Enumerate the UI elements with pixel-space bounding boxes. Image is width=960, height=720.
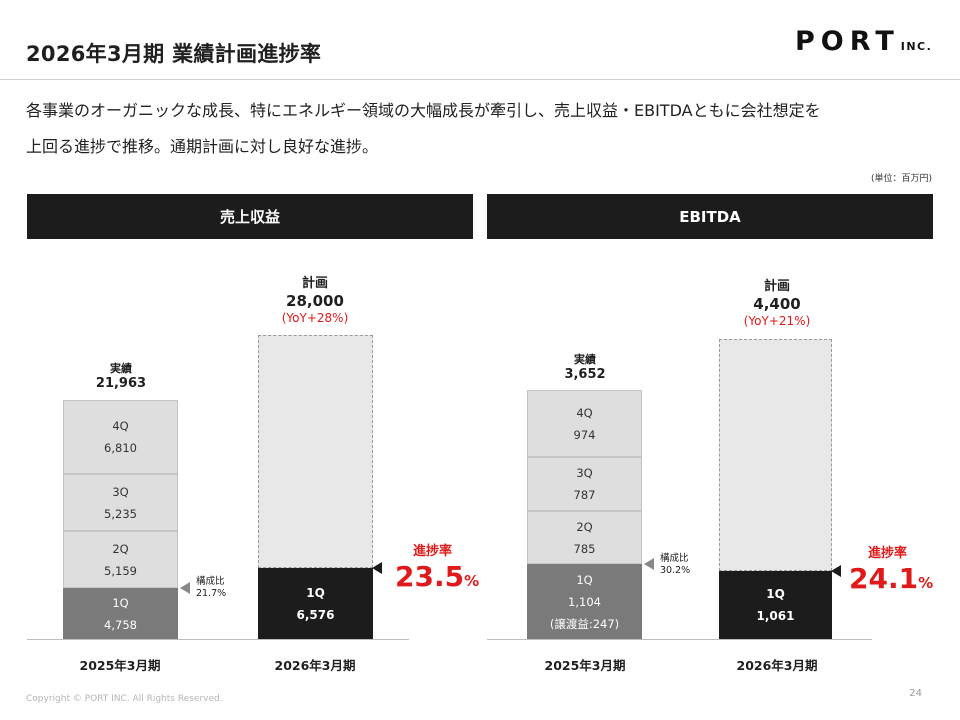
unit-note: (単位：百万円) xyxy=(870,174,932,184)
segment-value: 6,810 xyxy=(104,441,137,455)
revenue-plan-total: 28,000 xyxy=(286,292,344,310)
ratio-label: 構成比 xyxy=(196,576,225,587)
revenue-ratio: 構成比 21.7% xyxy=(196,576,226,600)
segment-note: (譲渡益:247) xyxy=(549,616,620,631)
progress-pointer-icon xyxy=(831,565,841,577)
segment-value: 785 xyxy=(573,541,596,556)
ebitda-actual-label: 実績 3,652 xyxy=(526,352,644,383)
ebitda-actual-2q-segment: 2Q 785 xyxy=(527,511,642,564)
segment-label: 1Q xyxy=(306,585,325,600)
segment-value: 5,159 xyxy=(104,563,137,578)
revenue-progress-label: 進捗率 xyxy=(413,544,453,559)
ebitda-actual-1q-segment: 1Q 1,104 (譲渡益:247) xyxy=(527,564,642,639)
revenue-actual-1q-segment: 1Q 4,758 xyxy=(63,588,178,639)
copyright: Copyright © PORT INC. All Rights Reserve… xyxy=(26,694,223,704)
revenue-actual-4q-segment: 4Q 6,810 xyxy=(63,400,178,474)
revenue-baseline xyxy=(27,639,409,640)
logo-main-text: PORT xyxy=(795,26,900,57)
ebitda-baseline xyxy=(487,639,872,640)
segment-value: 1,104 xyxy=(568,594,601,609)
revenue-x-label-current: 2026年3月期 xyxy=(274,658,356,673)
lead-line-1: 各事業のオーガニックな成長、特にエネルギー領域の大幅成長が牽引し、売上収益・EB… xyxy=(26,101,821,120)
segment-value: 787 xyxy=(573,488,596,502)
revenue-progress-value: 23.5% xyxy=(395,560,479,593)
segment-label: 3Q xyxy=(112,484,129,499)
ebitda-plan-1q-segment: 1Q 1,061 xyxy=(719,571,832,639)
revenue-plan-title: 計画 xyxy=(301,276,328,291)
ebitda-x-label-prev: 2025年3月期 xyxy=(544,658,626,673)
ebitda-plan-title: 計画 xyxy=(763,279,790,294)
ebitda-plan-total: 4,400 xyxy=(753,295,801,313)
revenue-actual-2q-segment: 2Q 5,159 xyxy=(63,531,178,588)
ebitda-progress-label: 進捗率 xyxy=(868,546,908,561)
ratio-label: 構成比 xyxy=(660,553,689,564)
revenue-panel-header: 売上収益 xyxy=(27,194,473,239)
segment-value: 5,235 xyxy=(104,506,137,521)
ratio-value: 30.2% xyxy=(660,565,691,576)
title-divider xyxy=(0,79,960,80)
progress-unit: % xyxy=(464,572,480,590)
segment-value: 4,758 xyxy=(104,617,137,632)
revenue-actual-total: 21,963 xyxy=(95,376,147,391)
segment-label: 2Q xyxy=(112,541,129,556)
revenue-plan-1q-segment: 1Q 6,576 xyxy=(258,568,373,639)
page-title: 2026年3月期 業績計画進捗率 xyxy=(26,42,322,66)
page-number: 24 xyxy=(909,688,922,699)
segment-label: 3Q xyxy=(576,466,593,480)
ebitda-actual-4q-segment: 4Q 974 xyxy=(527,390,642,457)
ebitda-panel-header: EBITDA xyxy=(487,194,933,239)
ebitda-x-label-current: 2026年3月期 xyxy=(736,658,818,673)
ebitda-progress-value: 24.1% xyxy=(849,562,933,595)
segment-value: 6,576 xyxy=(296,607,335,622)
revenue-x-label-prev: 2025年3月期 xyxy=(79,658,161,673)
segment-label: 2Q xyxy=(576,519,593,534)
segment-label: 1Q xyxy=(766,587,785,601)
progress-number: 23.5 xyxy=(395,560,465,593)
revenue-plan-remaining-box xyxy=(258,335,373,568)
revenue-actual-label: 実績 21,963 xyxy=(62,361,180,392)
segment-label: 1Q xyxy=(576,572,593,587)
ratio-pointer-icon xyxy=(180,582,190,594)
progress-pointer-icon xyxy=(372,562,382,574)
progress-unit: % xyxy=(918,574,934,592)
logo-sub-text: INC. xyxy=(900,40,933,53)
ebitda-plan-label: 計画 4,400 (YoY+21%) xyxy=(717,279,837,329)
ratio-pointer-icon xyxy=(644,558,654,570)
segment-label: 4Q xyxy=(112,419,129,433)
ebitda-plan-yoy: (YoY+21%) xyxy=(743,314,811,328)
progress-number: 24.1 xyxy=(849,562,919,595)
ebitda-actual-title: 実績 xyxy=(574,353,596,366)
ebitda-actual-3q-segment: 3Q 787 xyxy=(527,457,642,511)
segment-label: 1Q xyxy=(112,595,129,610)
company-logo: PORT INC. xyxy=(795,26,932,57)
revenue-actual-3q-segment: 3Q 5,235 xyxy=(63,474,178,531)
ebitda-ratio: 構成比 30.2% xyxy=(660,553,690,577)
segment-value: 1,061 xyxy=(756,609,795,623)
lead-line-2: 上回る進捗で推移。通期計画に対し良好な進捗。 xyxy=(26,137,379,156)
ebitda-plan-remaining-box xyxy=(719,339,832,571)
segment-label: 4Q xyxy=(576,405,593,420)
revenue-plan-yoy: (YoY+28%) xyxy=(281,311,349,325)
revenue-plan-label: 計画 28,000 (YoY+28%) xyxy=(255,276,375,326)
segment-value: 974 xyxy=(573,427,596,442)
revenue-actual-title: 実績 xyxy=(110,362,132,375)
ratio-value: 21.7% xyxy=(196,588,227,599)
ebitda-actual-total: 3,652 xyxy=(564,367,606,382)
